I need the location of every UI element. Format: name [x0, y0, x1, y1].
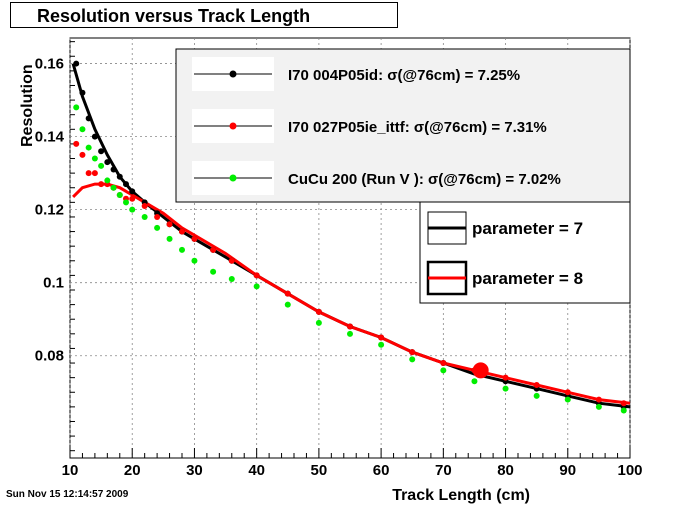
datestamp: Sun Nov 15 12:14:57 2009: [6, 489, 129, 500]
data-point: [440, 367, 447, 374]
x-axis-label: Track Length (cm): [392, 487, 530, 504]
data-point: [141, 213, 148, 220]
data-point: [116, 173, 123, 180]
data-point: [98, 162, 105, 169]
y-tick-label: 0.12: [35, 202, 64, 219]
chart-title-box: Resolution versus Track Length: [10, 2, 398, 28]
data-point: [620, 407, 627, 414]
data-point: [564, 389, 571, 396]
data-point: [253, 283, 260, 290]
x-tick-label: 50: [311, 462, 328, 479]
data-point: [440, 360, 447, 367]
data-point: [79, 89, 86, 96]
x-tick-label: 30: [186, 462, 203, 479]
data-point: [409, 349, 416, 356]
y-tick-label: 0.14: [35, 129, 65, 146]
data-point: [620, 400, 627, 407]
legend-entry-text: I70 004P05id: σ(@76cm) = 7.25%: [288, 67, 520, 84]
data-point: [129, 206, 136, 213]
parameter-legend-text: parameter = 8: [472, 269, 583, 288]
legend-swatch-marker: [229, 174, 237, 182]
data-point: [79, 151, 86, 158]
legend-entry-text: CuCu 200 (Run V ): σ(@76cm) = 7.02%: [288, 171, 561, 188]
x-tick-label: 40: [248, 462, 265, 479]
data-point: [253, 272, 260, 279]
data-point: [595, 403, 602, 410]
data-point: [347, 323, 353, 330]
data-point: [228, 276, 235, 283]
data-point: [210, 268, 217, 275]
data-point: [91, 133, 98, 140]
data-point: [471, 378, 478, 385]
parameter-legend-text: parameter = 7: [472, 219, 583, 238]
legend-swatch-marker: [229, 70, 237, 78]
data-point: [104, 159, 111, 166]
data-point: [409, 356, 416, 363]
data-point: [98, 148, 105, 155]
data-point: [378, 334, 385, 341]
x-tick-label: 60: [373, 462, 390, 479]
data-point: [116, 192, 123, 199]
x-tick-label: 90: [559, 462, 576, 479]
data-point: [284, 290, 291, 297]
chart-title: Resolution versus Track Length: [37, 6, 311, 26]
x-tick-label: 70: [435, 462, 452, 479]
data-point: [98, 181, 105, 188]
highlight-point-76cm: [472, 362, 489, 379]
data-point: [595, 396, 602, 403]
data-point: [284, 301, 291, 308]
data-point: [91, 155, 98, 162]
data-point: [533, 392, 540, 399]
data-point: [315, 308, 322, 315]
data-point: [85, 144, 92, 151]
data-point: [179, 228, 185, 235]
x-tick-label: 10: [62, 462, 79, 479]
data-point: [110, 166, 117, 173]
data-point: [378, 341, 385, 348]
data-point: [91, 170, 98, 177]
data-point: [85, 115, 92, 122]
data-point: [123, 181, 129, 188]
data-point: [228, 257, 235, 264]
data-point: [210, 246, 217, 253]
data-point: [347, 330, 353, 337]
data-point: [154, 224, 161, 231]
data-point: [79, 126, 86, 133]
data-point: [533, 381, 540, 388]
data-point: [141, 203, 148, 209]
data-point: [129, 188, 136, 195]
data-point: [191, 235, 198, 242]
data-point: [73, 60, 80, 67]
fit-curve: [72, 182, 631, 405]
x-tick-label: 80: [497, 462, 514, 479]
data-point: [123, 199, 129, 206]
data-point: [154, 213, 161, 220]
data-point: [315, 319, 322, 326]
y-tick-label: 0.08: [35, 348, 64, 365]
data-point: [73, 140, 80, 147]
data-point: [73, 104, 80, 111]
x-tick-label: 20: [124, 462, 141, 479]
data-point: [502, 385, 509, 392]
data-point: [104, 177, 111, 184]
legend-entry-text: I70 027P05ie_ittf: σ(@76cm) = 7.31%: [288, 119, 547, 136]
data-point: [85, 170, 92, 177]
y-tick-label: 0.1: [43, 275, 64, 292]
data-point: [166, 221, 173, 228]
data-point: [564, 396, 571, 403]
data-point: [502, 374, 509, 381]
data-point: [110, 184, 117, 191]
y-axis-label: Resolution: [19, 64, 36, 147]
legend-swatch-marker: [229, 122, 237, 130]
data-point: [191, 257, 198, 264]
data-point: [129, 195, 136, 202]
x-tick-label: 100: [617, 462, 642, 479]
data-point: [179, 246, 185, 253]
data-point: [166, 235, 173, 242]
y-tick-label: 0.16: [35, 56, 64, 73]
